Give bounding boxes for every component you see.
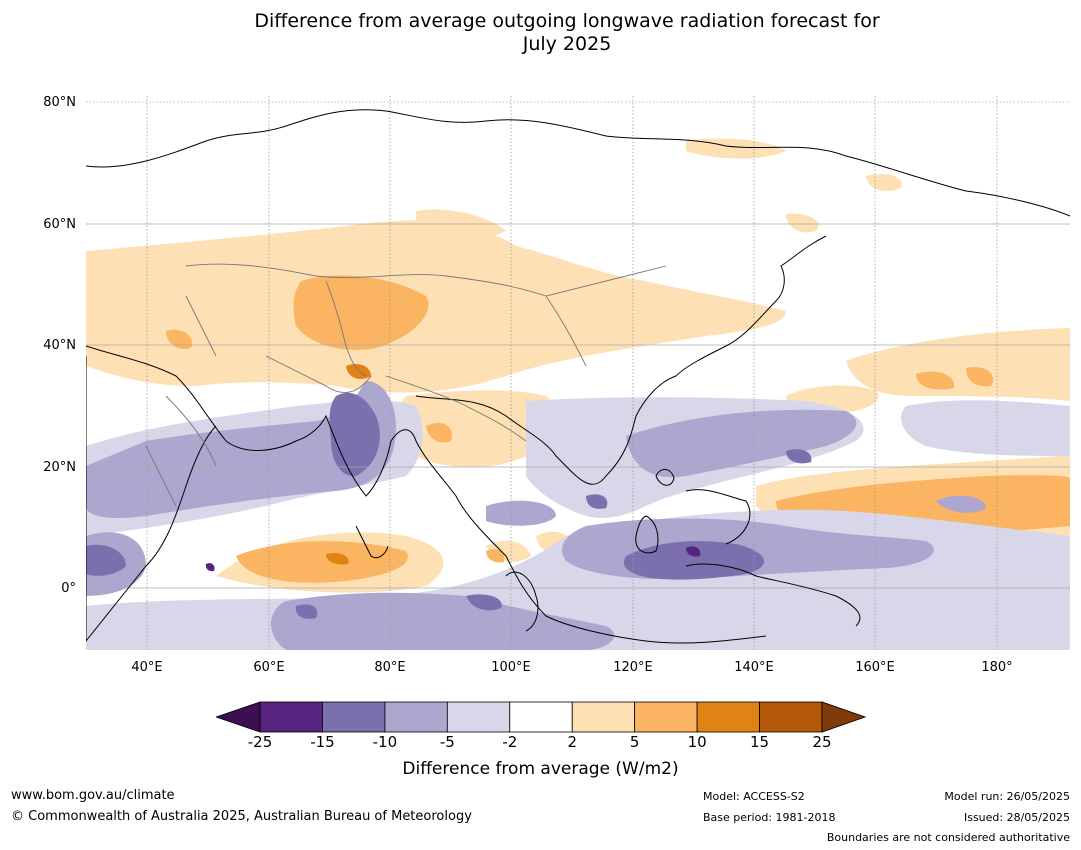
- colorbar-bin: [259, 701, 323, 733]
- colorbar-tick: 15: [750, 733, 770, 751]
- colorbar-tick: -15: [310, 733, 335, 751]
- title-line-2: July 2025: [522, 33, 612, 55]
- colorbar-bin: [446, 701, 511, 733]
- disclaimer-text: Boundaries are not considered authoritat…: [826, 831, 1070, 844]
- colorbar-extend-high: [821, 701, 867, 733]
- lat-label-20n: 20°N: [43, 460, 76, 475]
- copyright-text: © Commonwealth of Australia 2025, Austra…: [11, 809, 472, 824]
- lon-label-40e: 40°E: [131, 660, 163, 675]
- colorbar-bin: [322, 701, 386, 733]
- lon-label-80e: 80°E: [374, 660, 406, 675]
- lat-label-60n: 60°N: [43, 217, 76, 232]
- colorbar-tick: 5: [629, 733, 640, 751]
- lon-label-100e: 100°E: [491, 660, 531, 675]
- meridian-lines: [146, 96, 998, 650]
- lon-label-60e: 60°E: [253, 660, 285, 675]
- strong-negative-anomaly-regions: [86, 392, 812, 619]
- lon-label-160e: 160°E: [855, 660, 895, 675]
- extreme-negative-anomaly-regions: [205, 546, 701, 572]
- colorbar-tick: -5: [439, 733, 455, 751]
- colorbar-tick: -2: [502, 733, 518, 751]
- lon-label-180: 180°: [981, 660, 1013, 675]
- lat-label-40n: 40°N: [43, 338, 76, 353]
- colorbar-bin: [384, 701, 448, 733]
- map-panel: [86, 96, 1070, 650]
- model-run-text: Model run: 26/05/2025: [944, 790, 1070, 803]
- website-link[interactable]: www.bom.gov.au/climate: [11, 788, 175, 803]
- colorbar-bin: [759, 701, 823, 733]
- colorbar-bin: [634, 701, 698, 733]
- lon-label-120e: 120°E: [613, 660, 653, 675]
- colorbar-bin: [696, 701, 760, 733]
- colorbar-bin: [571, 701, 636, 733]
- parallel-lines: [86, 101, 1070, 589]
- coastlines: [86, 109, 1070, 644]
- colorbar-svg: [214, 701, 867, 733]
- colorbar-tick: 10: [687, 733, 707, 751]
- colorbar-extend-low: [214, 701, 261, 733]
- country-borders: [145, 263, 667, 507]
- colorbar-tick: 2: [567, 733, 577, 751]
- map-title: Difference from average outgoing longwav…: [0, 10, 1081, 56]
- anomaly-map: [86, 96, 1070, 650]
- title-line-1: Difference from average outgoing longwav…: [254, 10, 880, 32]
- colorbar-tick: -10: [372, 733, 398, 751]
- lon-label-140e: 140°E: [734, 660, 774, 675]
- base-period-text: Base period: 1981-2018: [703, 811, 836, 824]
- colorbar-bin: [509, 701, 573, 733]
- colorbar-tick: 25: [812, 733, 832, 751]
- lat-label-80n: 80°N: [43, 95, 76, 110]
- colorbar: [214, 701, 867, 737]
- lat-label-equator: 0°: [61, 581, 76, 596]
- colorbar-label: Difference from average (W/m2): [402, 759, 679, 779]
- colorbar-tick: -25: [247, 733, 273, 751]
- model-text: Model: ACCESS-S2: [703, 790, 805, 803]
- issued-text: Issued: 28/05/2025: [963, 811, 1070, 824]
